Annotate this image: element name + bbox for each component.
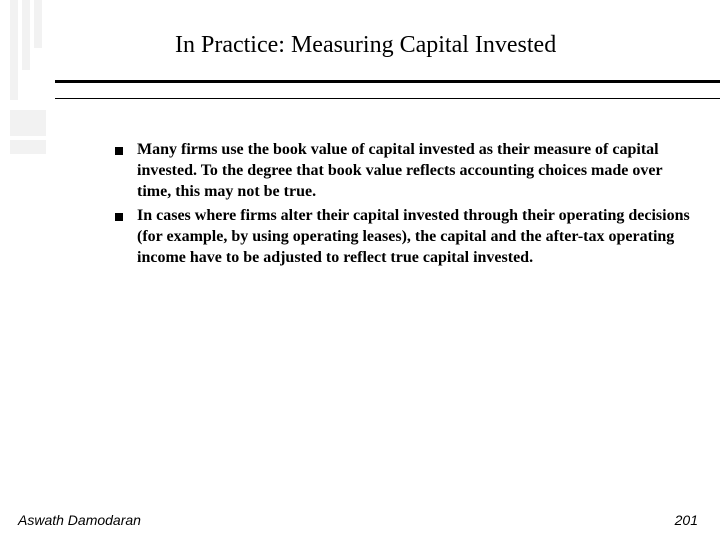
bullet-text: In cases where firms alter their capital… — [137, 206, 695, 268]
slide: In Practice: Measuring Capital Invested … — [0, 0, 720, 540]
deco-bar-3 — [34, 0, 42, 48]
deco-bar-1 — [10, 0, 18, 100]
page-number: 201 — [675, 512, 698, 528]
footer-author: Aswath Damodaran — [18, 512, 141, 528]
deco-bar-2 — [22, 0, 30, 70]
bullet-item: In cases where firms alter their capital… — [115, 206, 695, 268]
bullet-item: Many firms use the book value of capital… — [115, 140, 695, 202]
bullet-text: Many firms use the book value of capital… — [137, 140, 695, 202]
title-area: In Practice: Measuring Capital Invested — [175, 32, 556, 59]
square-bullet-icon — [115, 147, 123, 155]
content-area: Many firms use the book value of capital… — [115, 140, 695, 273]
square-bullet-icon — [115, 213, 123, 221]
deco-bar-5 — [10, 140, 46, 154]
title-rule-thin — [55, 98, 720, 99]
title-rule-thick — [55, 80, 720, 83]
deco-bar-4 — [10, 110, 46, 136]
slide-title: In Practice: Measuring Capital Invested — [175, 32, 556, 59]
